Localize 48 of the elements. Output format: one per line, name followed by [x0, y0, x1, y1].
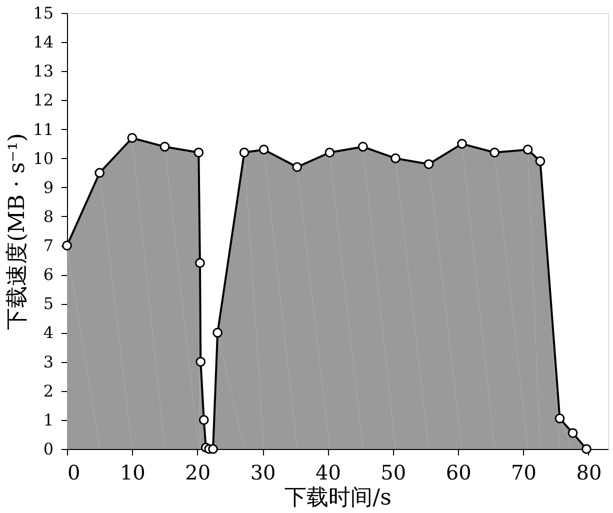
y-tick-label: 9 [43, 178, 54, 197]
y-axis-title: 下载速度(MB · s⁻¹) [5, 133, 30, 330]
point [424, 159, 434, 170]
x-tick-label: 40 [315, 460, 341, 484]
y-tick-label: 8 [43, 206, 54, 226]
point [457, 138, 467, 149]
y-tick-label: 3 [43, 352, 54, 372]
point [198, 415, 209, 425]
point [490, 148, 500, 158]
x-tick-label: 60 [446, 460, 472, 484]
point [208, 444, 218, 454]
y-tick-label: 12 [33, 90, 54, 110]
point [196, 356, 206, 367]
point [292, 162, 302, 172]
y-tick-label: 11 [33, 120, 54, 139]
point [195, 258, 205, 268]
y-tick-label: 0 [43, 440, 54, 458]
point [258, 144, 269, 155]
x-tick-label: 20 [185, 460, 211, 484]
y-tick-label: 1 [43, 410, 54, 430]
y-tick-label: 2 [43, 381, 54, 400]
y-tick-label: 7 [43, 236, 54, 256]
y-tick-label: 14 [33, 32, 54, 52]
point [324, 148, 335, 158]
y-tick-label: 13 [33, 62, 54, 81]
x-tick-label: 0 [68, 460, 80, 484]
point [358, 142, 368, 152]
point [522, 144, 533, 155]
x-tick-label: 10 [120, 460, 146, 484]
x-axis-title: 下载时间/s [284, 486, 392, 510]
y-tick-label: 15 [33, 4, 54, 22]
point [127, 133, 138, 143]
point [212, 328, 222, 338]
point [535, 156, 546, 166]
point [194, 148, 204, 158]
y-tick-label: 4 [43, 323, 54, 342]
point [239, 148, 250, 158]
point [390, 153, 400, 164]
y-tick-label: 6 [43, 265, 54, 284]
x-tick-label: 50 [380, 460, 406, 484]
point [94, 168, 105, 178]
point [160, 142, 170, 152]
y-tick-label: 10 [33, 148, 54, 168]
x-tick-label: 30 [250, 460, 276, 484]
x-tick-label: 70 [511, 460, 536, 484]
x-tick-label: 80 [576, 460, 602, 484]
point [554, 414, 565, 424]
y-tick-label: 5 [43, 294, 54, 314]
